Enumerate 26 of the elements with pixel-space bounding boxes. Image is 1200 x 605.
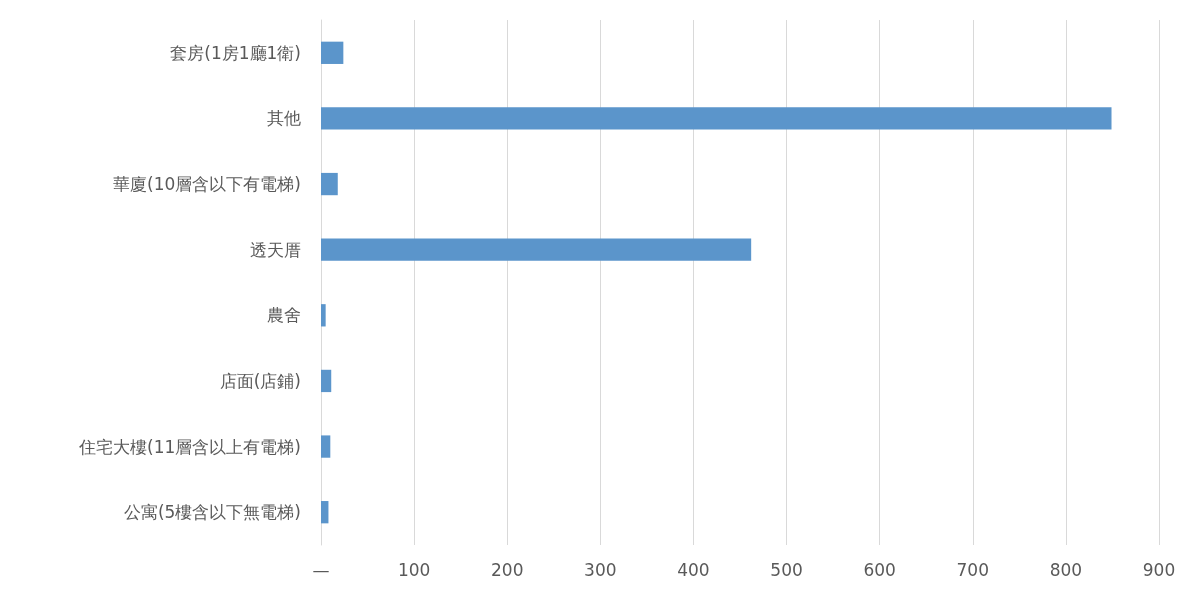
y-tick-label: 其他: [267, 108, 301, 129]
bar: [321, 41, 344, 64]
y-tick-label: 公寓(5樓含以下無電梯): [123, 502, 301, 523]
y-tick-label: 透天厝: [250, 239, 301, 260]
x-tick-label: 200: [491, 559, 524, 580]
x-tick-label: 900: [1142, 559, 1176, 580]
y-tick-label: 店面(店鋪): [219, 370, 301, 391]
x-tick-label: 500: [770, 559, 803, 580]
y-tick-label: 華廈(10層含以下有電梯): [113, 174, 301, 195]
bar: [321, 238, 752, 261]
y-tick-label: 套房(1房1廳1衛): [170, 42, 301, 63]
y-tick-label: 農舍: [267, 305, 301, 326]
x-tick-label: 300: [584, 559, 617, 580]
x-tick-label: 700: [956, 559, 989, 580]
x-tick-label: 800: [1049, 559, 1083, 580]
x-tick-label: 100: [397, 559, 431, 580]
x-tick-label: —: [312, 559, 330, 580]
x-tick-label: 400: [677, 559, 710, 580]
bar: [321, 107, 1112, 130]
bar: [321, 172, 338, 196]
bar: [321, 304, 326, 327]
bar: [321, 435, 331, 458]
bar: [321, 501, 329, 524]
y-tick-label: 住宅大樓(11層含以上有電梯): [78, 436, 301, 457]
bar: [321, 369, 332, 393]
x-tick-label: 600: [863, 559, 896, 580]
